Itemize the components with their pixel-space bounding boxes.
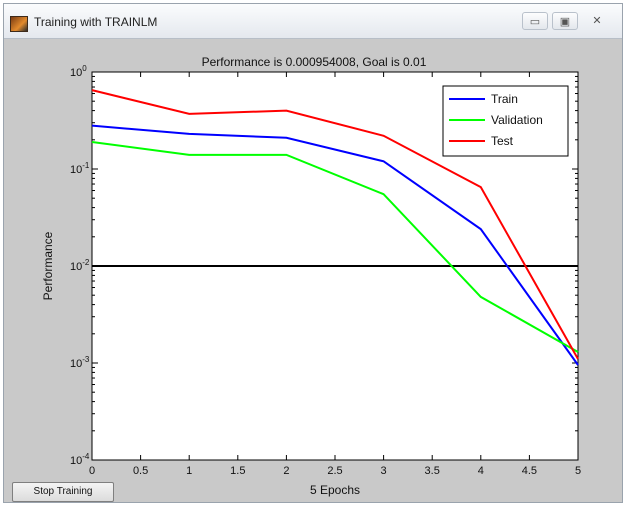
x-tick-label: 2 bbox=[283, 465, 289, 477]
y-tick-base: 10 bbox=[70, 358, 82, 370]
minimize-icon[interactable]: ▭ bbox=[522, 12, 548, 30]
y-tick-base: 10 bbox=[70, 455, 82, 467]
legend-label-validation: Validation bbox=[491, 113, 543, 127]
x-tick-label: 2.5 bbox=[327, 465, 342, 477]
y-tick-base: 10 bbox=[70, 261, 82, 273]
title-bar: Training with TRAINLM ▭ ▣ ✕ bbox=[4, 4, 622, 39]
y-tick-exponent: -4 bbox=[82, 452, 90, 461]
y-tick-exponent: -2 bbox=[82, 258, 90, 267]
x-tick-label: 3.5 bbox=[425, 465, 440, 477]
plot-title: Performance is 0.000954008, Goal is 0.01 bbox=[201, 55, 427, 69]
x-tick-label: 0 bbox=[89, 465, 95, 477]
matlab-app-icon bbox=[10, 16, 28, 32]
x-tick-label: 5 bbox=[575, 465, 581, 477]
x-axis-label: 5 Epochs bbox=[310, 483, 360, 497]
series-line-test bbox=[91, 89, 579, 360]
x-tick-label: 3 bbox=[381, 465, 387, 477]
y-tick-label: 100 bbox=[70, 64, 87, 79]
legend-label-test: Test bbox=[491, 134, 514, 148]
y-tick-label: 10-4 bbox=[70, 452, 90, 467]
x-tick-label: 1.5 bbox=[230, 465, 245, 477]
series-line-train bbox=[91, 124, 579, 366]
x-tick-label: 4 bbox=[478, 465, 484, 477]
y-tick-label: 10-2 bbox=[70, 258, 90, 273]
y-tick-base: 10 bbox=[70, 67, 82, 79]
y-tick-exponent: -1 bbox=[82, 161, 90, 170]
y-tick-label: 10-3 bbox=[70, 355, 90, 370]
x-tick-label: 4.5 bbox=[522, 465, 537, 477]
window-title: Training with TRAINLM bbox=[34, 15, 158, 29]
y-axis-label: Performance bbox=[41, 231, 55, 300]
legend-label-train: Train bbox=[491, 92, 518, 106]
y-tick-base: 10 bbox=[70, 164, 82, 176]
series-line-validation bbox=[91, 140, 579, 353]
maximize-icon[interactable]: ▣ bbox=[552, 12, 578, 30]
close-icon[interactable]: ✕ bbox=[592, 15, 602, 27]
y-tick-label: 10-1 bbox=[70, 161, 90, 176]
x-tick-label: 1 bbox=[186, 465, 192, 477]
y-tick-exponent: -3 bbox=[82, 355, 90, 364]
x-tick-label: 0.5 bbox=[133, 465, 148, 477]
y-tick-exponent: 0 bbox=[82, 64, 87, 73]
stop-training-button[interactable]: Stop Training bbox=[12, 482, 114, 502]
